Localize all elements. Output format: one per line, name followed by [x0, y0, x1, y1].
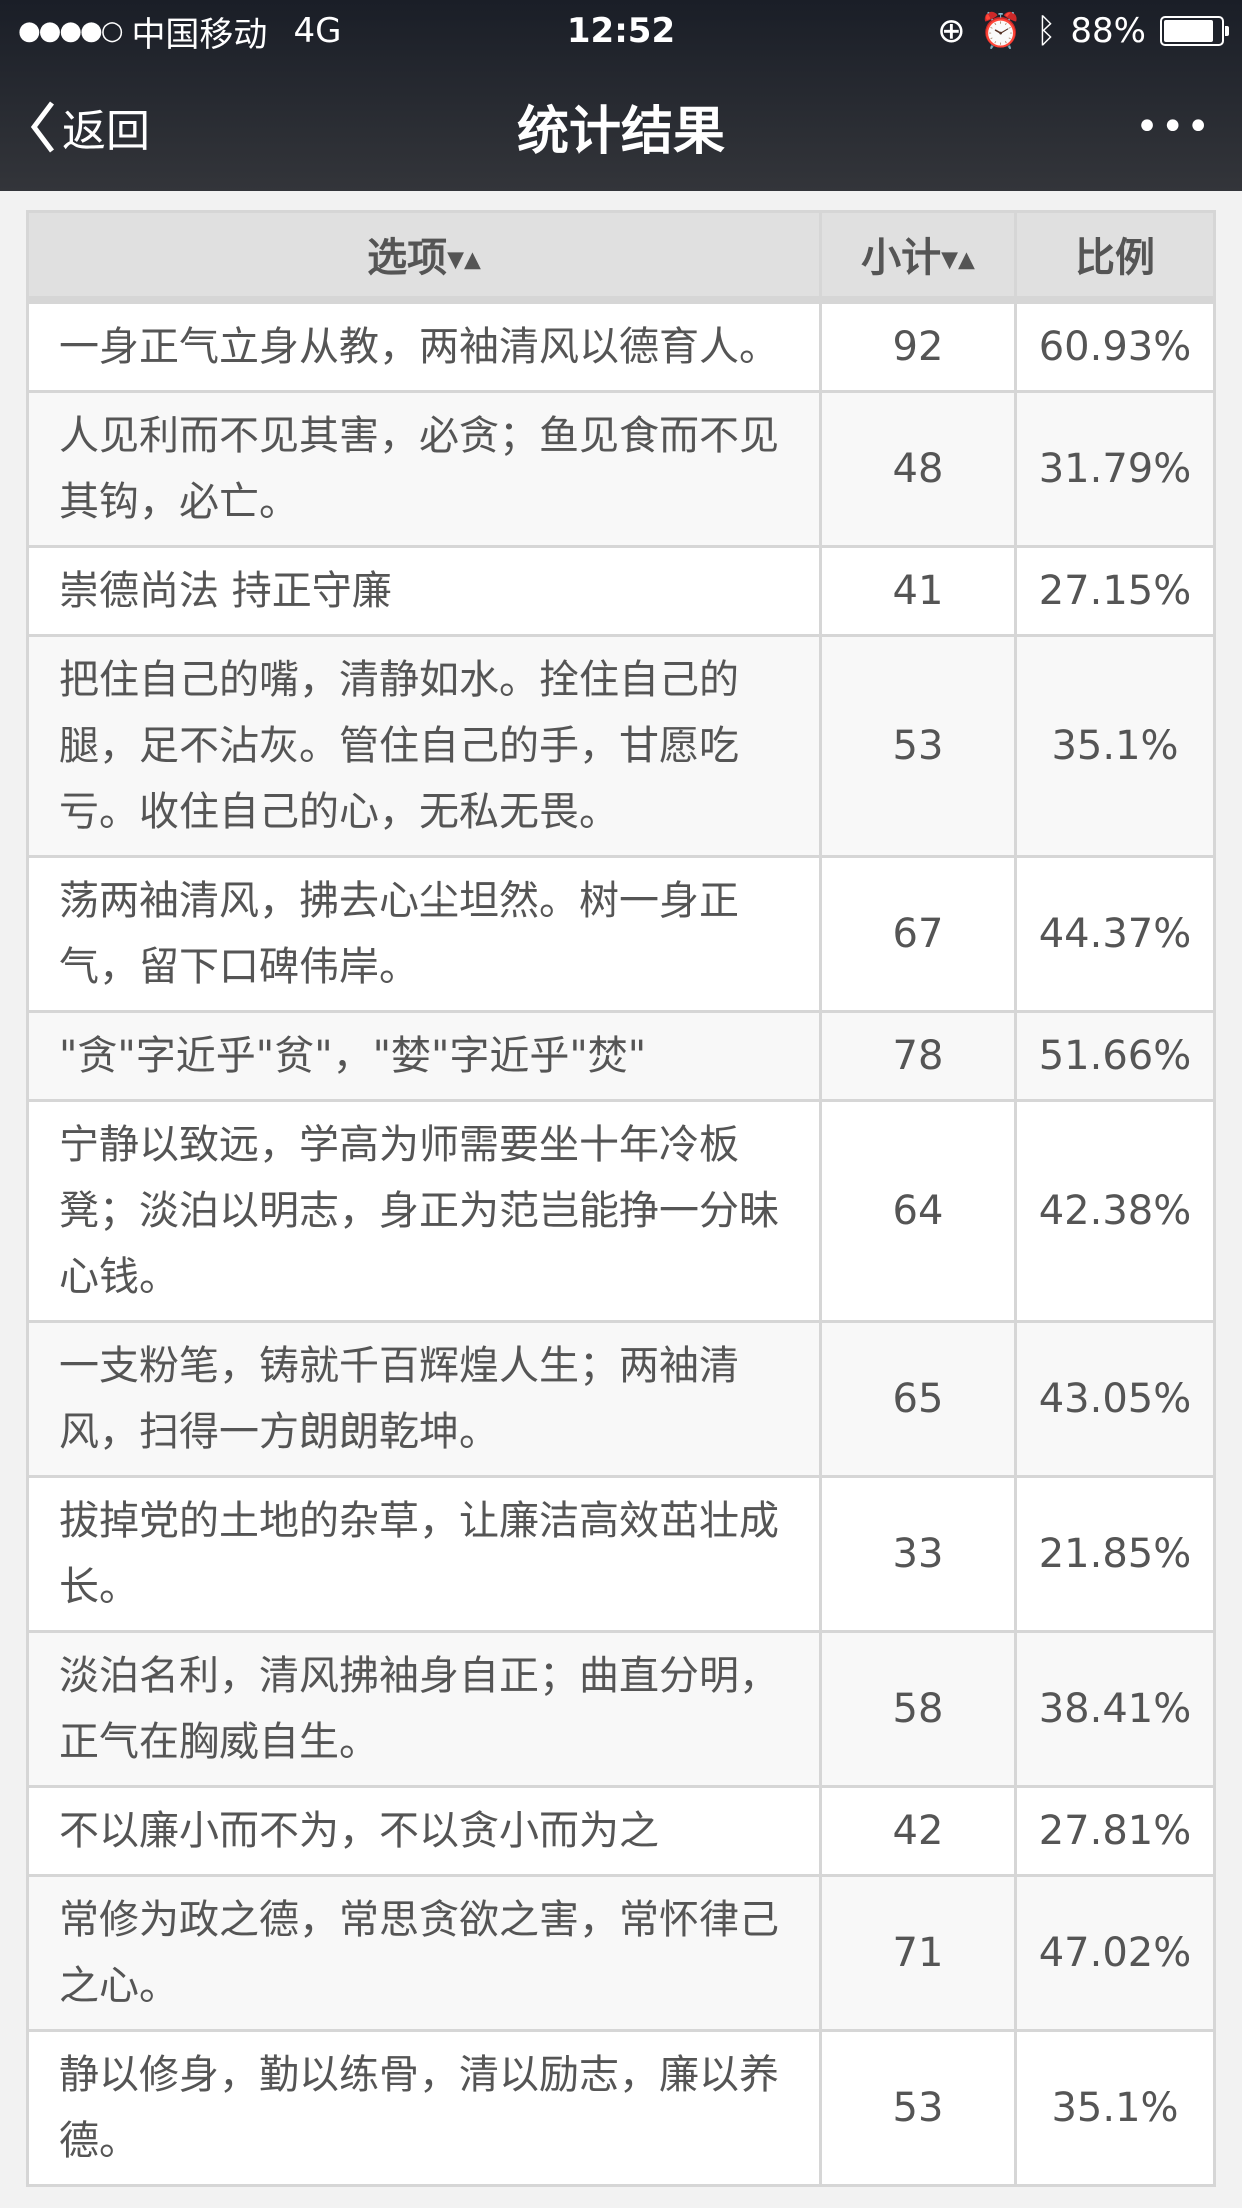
count-cell: 42 [819, 1784, 1017, 1877]
ratio-cell: 51.66% [1014, 1009, 1216, 1102]
count-cell: 33 [819, 1474, 1017, 1633]
table-row: 把住自己的嘴，清静如水。拴住自己的腿，足不沾灰。管住自己的手，甘愿吃亏。收住自己… [26, 633, 1216, 858]
back-label: 返回 [62, 105, 150, 157]
ratio-cell: 27.15% [1014, 544, 1216, 637]
nav-bar: 返回 统计结果 ••• [0, 62, 1242, 191]
ratio-cell: 42.38% [1014, 1098, 1216, 1323]
table-row: 淡泊名利，清风拂袖身自正；曲直分明，正气在胸威自生。 58 38.41% [26, 1629, 1216, 1788]
option-cell: 一支粉笔，铸就千百辉煌人生；两袖清风，扫得一方朗朗乾坤。 [26, 1319, 822, 1478]
bluetooth-icon: ᛒ [1036, 11, 1057, 51]
ratio-cell: 38.41% [1014, 1629, 1216, 1788]
option-cell: 淡泊名利，清风拂袖身自正；曲直分明，正气在胸威自生。 [26, 1629, 822, 1788]
option-cell: 常修为政之德，常思贪欲之害，常怀律己之心。 [26, 1873, 822, 2032]
count-cell: 53 [819, 2028, 1017, 2187]
table-row: 不以廉小而不为，不以贪小而为之 42 27.81% [26, 1784, 1216, 1877]
more-options-icon[interactable]: ••• [1135, 103, 1212, 150]
option-cell: 崇德尚法 持正守廉 [26, 544, 822, 637]
count-cell: 53 [819, 633, 1017, 858]
ratio-cell: 47.02% [1014, 1873, 1216, 2032]
option-cell: 把住自己的嘴，清静如水。拴住自己的腿，足不沾灰。管住自己的手，甘愿吃亏。收住自己… [26, 633, 822, 858]
option-cell: 荡两袖清风，拂去心尘坦然。树一身正气，留下口碑伟岸。 [26, 854, 822, 1013]
option-cell: 宁静以致远，学高为师需要坐十年冷板凳；淡泊以明志，身正为范岂能挣一分昧心钱。 [26, 1098, 822, 1323]
table-row: 一支粉笔，铸就千百辉煌人生；两袖清风，扫得一方朗朗乾坤。 65 43.05% [26, 1319, 1216, 1478]
table-row: 崇德尚法 持正守廉 41 27.15% [26, 544, 1216, 637]
column-header-ratio: 比例 [1014, 210, 1216, 304]
table-row: 一身正气立身从教，两袖清风以德育人。 92 60.93% [26, 298, 1216, 393]
option-cell: 一身正气立身从教，两袖清风以德育人。 [26, 298, 822, 393]
ratio-cell: 31.79% [1014, 389, 1216, 548]
table-row: 宁静以致远，学高为师需要坐十年冷板凳；淡泊以明志，身正为范岂能挣一分昧心钱。 6… [26, 1098, 1216, 1323]
count-cell: 67 [819, 854, 1017, 1013]
count-cell: 71 [819, 1873, 1017, 2032]
ratio-cell: 35.1% [1014, 633, 1216, 858]
ratio-cell: 43.05% [1014, 1319, 1216, 1478]
carrier: 中国移动 [131, 14, 268, 55]
sort-icon: ▼▲ [941, 247, 975, 273]
count-cell: 78 [819, 1009, 1017, 1102]
battery-icon [1160, 16, 1229, 46]
table-row: 人见利而不见其害，必贪；鱼见食而不见其钩，必亡。 48 31.79% [26, 389, 1216, 548]
status-bar: ●●●●○ 中国移动 4G 12:52 ⊕ ⏰ ᛒ 88% [0, 0, 1242, 62]
table-header-row: 选项▼▲ 小计▼▲ 比例 [26, 210, 1216, 304]
battery-percent: 88% [1070, 11, 1146, 51]
rotation-lock-icon: ⊕ [937, 11, 966, 51]
ratio-cell: 21.85% [1014, 1474, 1216, 1633]
table-row: 拔掉党的土地的杂草，让廉洁高效茁壮成长。 33 21.85% [26, 1474, 1216, 1633]
sort-icon: ▼▲ [447, 247, 481, 273]
count-cell: 65 [819, 1319, 1017, 1478]
count-cell: 41 [819, 544, 1017, 637]
column-header-option[interactable]: 选项▼▲ [26, 210, 822, 304]
ratio-cell: 44.37% [1014, 854, 1216, 1013]
option-cell: 人见利而不见其害，必贪；鱼见食而不见其钩，必亡。 [26, 389, 822, 548]
count-cell: 48 [819, 389, 1017, 548]
count-cell: 58 [819, 1629, 1017, 1788]
app-header: ●●●●○ 中国移动 4G 12:52 ⊕ ⏰ ᛒ 88% 返回 统计结果 ••… [0, 0, 1242, 191]
page-title: 统计结果 [516, 102, 725, 162]
option-cell: 拔掉党的土地的杂草，让廉洁高效茁壮成长。 [26, 1474, 822, 1633]
results-table: 选项▼▲ 小计▼▲ 比例 一身正气立身从教，两袖清风以德育人。 92 60.93… [26, 210, 1216, 2187]
option-cell: 静以修身，勤以练骨，清以励志，廉以养德。 [26, 2028, 822, 2187]
signal-strength-icon: ●●●●○ [18, 16, 123, 46]
table-row: 静以修身，勤以练骨，清以励志，廉以养德。 53 35.1% [26, 2028, 1216, 2187]
column-header-count[interactable]: 小计▼▲ [819, 210, 1017, 304]
table-row: 常修为政之德，常思贪欲之害，常怀律己之心。 71 47.02% [26, 1873, 1216, 2032]
ratio-cell: 60.93% [1014, 298, 1216, 393]
network-type: 4G [293, 11, 342, 51]
table-row: 荡两袖清风，拂去心尘坦然。树一身正气，留下口碑伟岸。 67 44.37% [26, 854, 1216, 1013]
chevron-left-icon [30, 101, 54, 152]
count-cell: 64 [819, 1098, 1017, 1323]
table-row: "贪"字近乎"贫"，"婪"字近乎"焚" 78 51.66% [26, 1009, 1216, 1102]
alarm-icon: ⏰ [979, 11, 1023, 51]
option-cell: "贪"字近乎"贫"，"婪"字近乎"焚" [26, 1009, 822, 1102]
option-cell: 不以廉小而不为，不以贪小而为之 [26, 1784, 822, 1877]
count-cell: 92 [819, 298, 1017, 393]
ratio-cell: 35.1% [1014, 2028, 1216, 2187]
ratio-cell: 27.81% [1014, 1784, 1216, 1877]
back-button[interactable]: 返回 [30, 95, 150, 159]
